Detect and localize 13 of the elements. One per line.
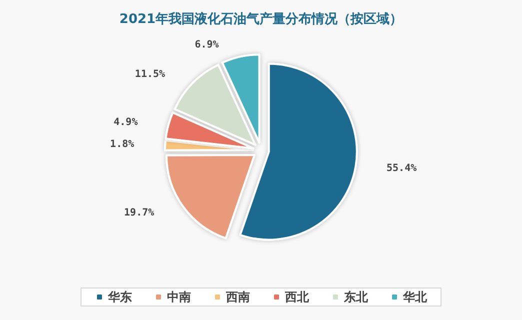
legend-label: 华北 (402, 290, 428, 304)
legend-label: 西南 (225, 290, 250, 304)
legend-label: 华东 (107, 290, 132, 304)
data-label: 4.9% (114, 116, 138, 128)
legend-label: 东北 (343, 290, 369, 304)
data-label: 19.7% (124, 208, 154, 219)
data-label: 55.4% (386, 162, 417, 174)
chart-title: 2021年我国液化石油气产量分布情况（按区域） (119, 11, 403, 27)
data-label: 6.9% (194, 39, 219, 50)
legend-label: 中南 (167, 290, 191, 304)
data-label: 11.5% (134, 69, 166, 80)
data-label: 1.8% (110, 139, 134, 150)
legend-label: 西北 (284, 290, 310, 304)
